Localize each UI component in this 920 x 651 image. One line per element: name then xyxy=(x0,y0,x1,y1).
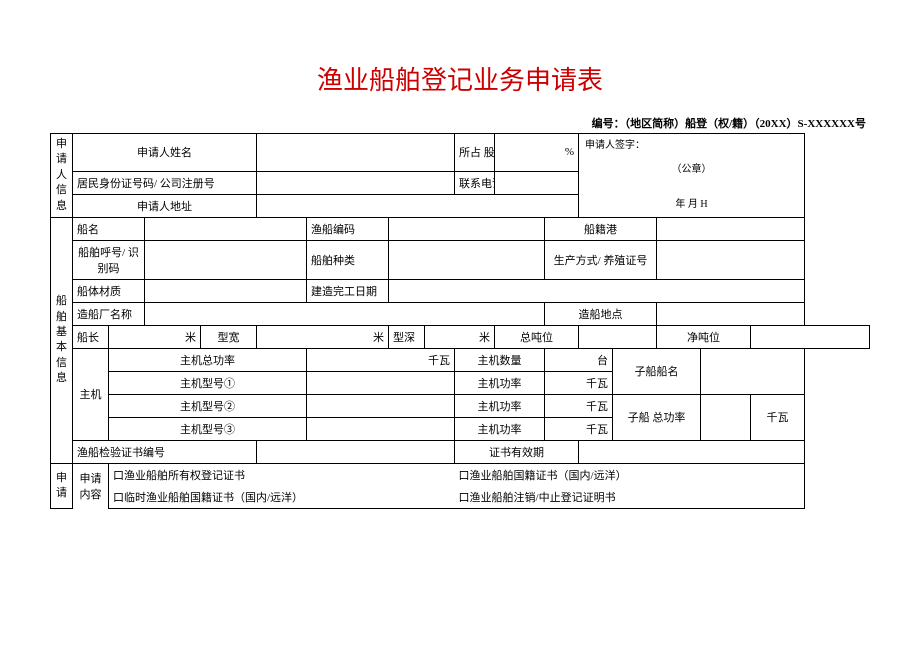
label-tender-power-unit: 千瓦 xyxy=(751,394,805,440)
label-call-sign: 船舶呼号/ 识别码 xyxy=(73,240,145,279)
field-model2[interactable] xyxy=(307,394,455,417)
label-model1: 主机型号① xyxy=(109,371,307,394)
field-prod-mode[interactable] xyxy=(657,240,805,279)
field-engine-count[interactable]: 台 xyxy=(545,348,613,371)
field-shipyard[interactable] xyxy=(145,302,545,325)
label-prod-mode: 生产方式/ 养殖证号 xyxy=(545,240,657,279)
field-model3[interactable] xyxy=(307,417,455,440)
field-applicant-name[interactable] xyxy=(257,134,455,172)
label-ship-code: 渔船编码 xyxy=(307,217,389,240)
label-address: 申请人地址 xyxy=(73,194,257,217)
section-apply: 申请 xyxy=(51,463,73,508)
label-engine-count: 主机数量 xyxy=(455,348,545,371)
label-sig-head: 申请人签字： xyxy=(585,138,645,154)
field-id-or-company[interactable] xyxy=(257,171,455,194)
field-address[interactable] xyxy=(257,194,579,217)
label-apply-content: 申请内容 xyxy=(73,463,109,508)
section-applicant: 申请人信息 xyxy=(51,134,73,218)
apply-item-1[interactable]: 口渔业船舶所有权登记证书 xyxy=(109,463,455,486)
form-title: 渔业船舶登记业务申请表 xyxy=(50,60,870,97)
field-share[interactable]: % xyxy=(495,134,579,172)
label-cert-validity: 证书有效期 xyxy=(455,440,579,463)
label-cert-no: 渔船检验证书编号 xyxy=(73,440,257,463)
label-width: 型宽 xyxy=(201,325,257,348)
field-engine-power-2[interactable]: 千瓦 xyxy=(545,394,613,417)
signature-box[interactable]: 申请人签字： （公章） 年 月 H xyxy=(579,134,805,218)
field-engine-power-3[interactable]: 千瓦 xyxy=(545,417,613,440)
label-contact: 联系电话 xyxy=(455,171,495,194)
label-tender-power: 子船 总功率 xyxy=(613,394,701,440)
label-seal: （公章） xyxy=(579,162,804,178)
label-ship-name: 船名 xyxy=(73,217,145,240)
form-page: 渔业船舶登记业务申请表 编号：（地区简称）船登（权/籍）（20XX）S-XXXX… xyxy=(0,0,920,651)
label-build-location: 造船地点 xyxy=(545,302,657,325)
field-length[interactable]: 米 xyxy=(109,325,201,348)
label-tender-name: 子船船名 xyxy=(613,348,701,394)
field-model1[interactable] xyxy=(307,371,455,394)
field-ship-code[interactable] xyxy=(389,217,545,240)
label-hull-material: 船体材质 xyxy=(73,279,145,302)
apply-item-2[interactable]: 口渔业船舶国籍证书（国内/远洋） xyxy=(455,463,805,486)
label-engine-power-3: 主机功率 xyxy=(455,417,545,440)
field-engine-power-1[interactable]: 千瓦 xyxy=(545,371,613,394)
section-ship: 船舶基本信息 xyxy=(51,217,73,463)
field-width[interactable]: 米 xyxy=(257,325,389,348)
field-depth[interactable]: 米 xyxy=(425,325,495,348)
field-net-tonnage[interactable] xyxy=(751,325,870,348)
field-main-power[interactable]: 千瓦 xyxy=(307,348,455,371)
label-engine-power-1: 主机功率 xyxy=(455,371,545,394)
document-number: 编号：（地区简称）船登（权/籍）（20XX）S-XXXXXX号 xyxy=(50,115,870,131)
field-build-location[interactable] xyxy=(657,302,805,325)
field-contact[interactable] xyxy=(495,171,579,194)
field-call-sign[interactable] xyxy=(145,240,307,279)
label-depth: 型深 xyxy=(389,325,425,348)
label-completion-date: 建造完工日期 xyxy=(307,279,389,302)
field-cert-no[interactable] xyxy=(257,440,455,463)
label-model3: 主机型号③ xyxy=(109,417,307,440)
label-applicant-name: 申请人姓名 xyxy=(73,134,257,172)
apply-item-4[interactable]: 口渔业船舶注销/中止登记证明书 xyxy=(455,486,805,509)
field-ship-type[interactable] xyxy=(389,240,545,279)
field-home-port[interactable] xyxy=(657,217,805,240)
label-home-port: 船籍港 xyxy=(545,217,657,240)
field-tender-name[interactable] xyxy=(701,348,805,394)
label-share: 所占 股份 xyxy=(455,134,495,172)
label-main-engine: 主机 xyxy=(73,348,109,440)
label-engine-power-2: 主机功率 xyxy=(455,394,545,417)
field-completion-date[interactable] xyxy=(389,279,805,302)
label-length: 船长 xyxy=(73,325,109,348)
label-ship-type: 船舶种类 xyxy=(307,240,389,279)
label-model2: 主机型号② xyxy=(109,394,307,417)
field-cert-validity[interactable] xyxy=(579,440,805,463)
label-id-or-company: 居民身份证号码/ 公司注册号 xyxy=(73,171,257,194)
field-hull-material[interactable] xyxy=(145,279,307,302)
label-date: 年 月 H xyxy=(579,197,804,213)
label-main-power: 主机总功率 xyxy=(109,348,307,371)
apply-item-3[interactable]: 口临时渔业船舶国籍证书（国内/远洋） xyxy=(109,486,455,509)
field-gross-tonnage[interactable] xyxy=(579,325,657,348)
label-shipyard: 造船厂名称 xyxy=(73,302,145,325)
label-gross-tonnage: 总吨位 xyxy=(495,325,579,348)
field-ship-name[interactable] xyxy=(145,217,307,240)
form-table: 申请人信息 申请人姓名 所占 股份 % 申请人签字： （公章） 年 月 H 居民… xyxy=(50,133,870,509)
field-tender-power[interactable] xyxy=(701,394,751,440)
label-net-tonnage: 净吨位 xyxy=(657,325,751,348)
